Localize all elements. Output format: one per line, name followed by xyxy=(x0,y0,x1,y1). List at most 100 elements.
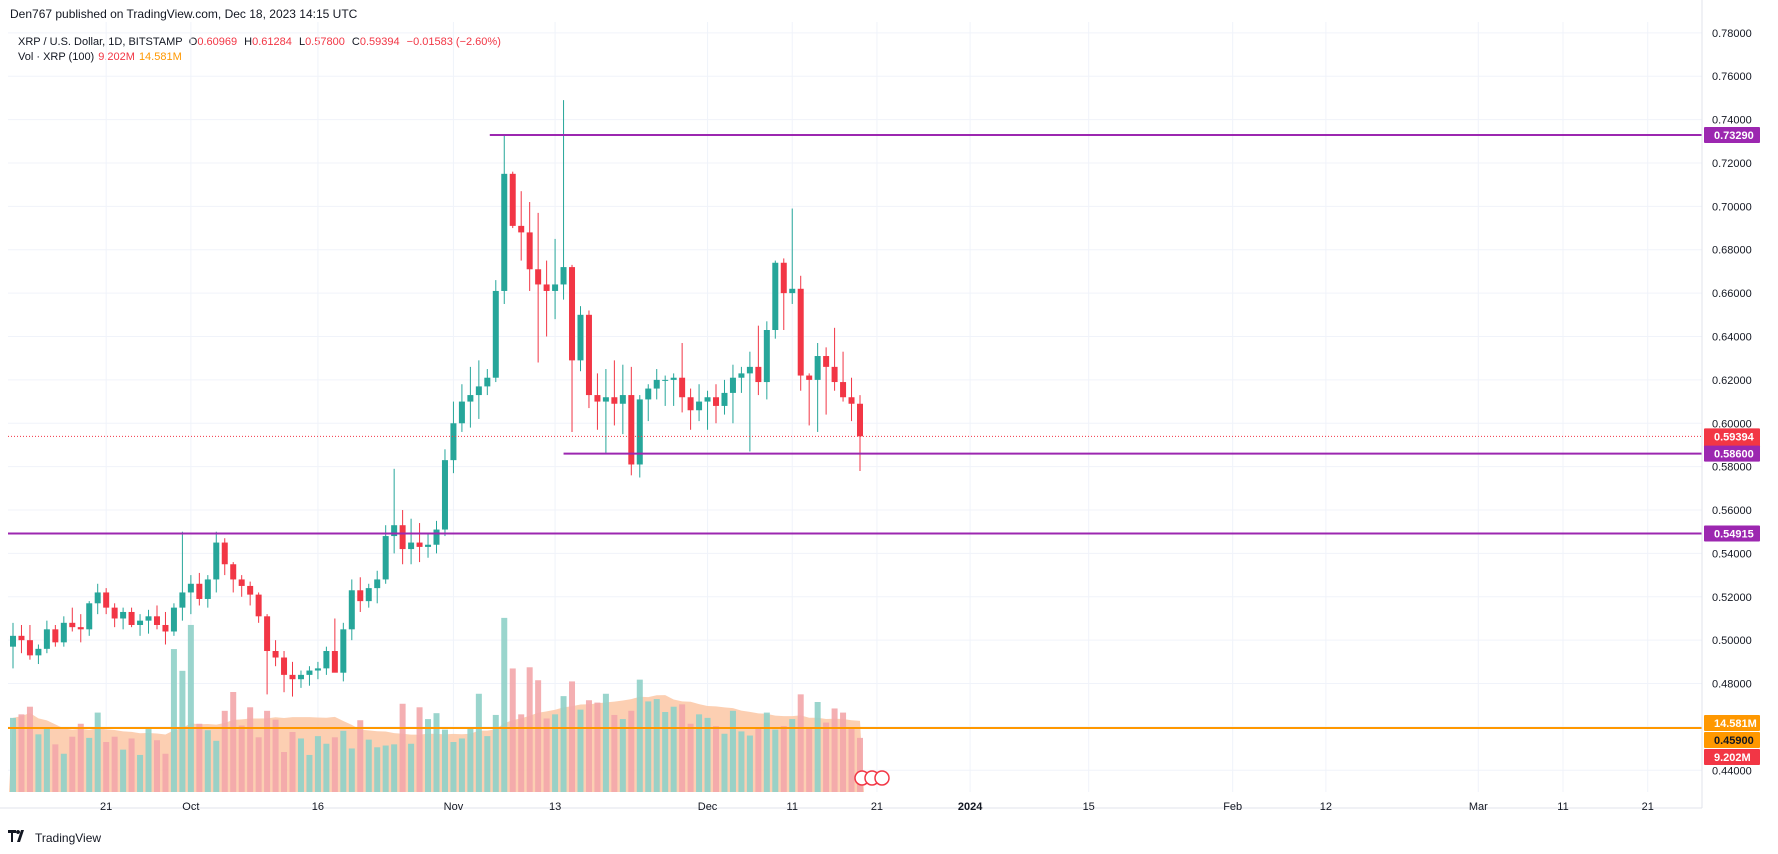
volume-bar xyxy=(645,701,652,792)
volume-bar xyxy=(425,719,432,792)
candle-body xyxy=(611,397,618,404)
volume-bar xyxy=(696,714,703,792)
candle-body xyxy=(323,651,330,669)
price-chart[interactable]: 0.78000 0.76000 0.74000 0.72000 0.70000 0.680… xyxy=(0,0,1778,824)
candle-body xyxy=(331,651,338,673)
symbol-name[interactable]: XRP / U.S. Dollar, 1D, BITSTAMP xyxy=(18,36,183,48)
volume-bar xyxy=(348,748,355,792)
high-value: 0.61284 xyxy=(252,36,292,48)
candle-body xyxy=(221,542,228,565)
candle-body xyxy=(848,397,855,404)
candle-body xyxy=(425,544,432,547)
candle-body xyxy=(535,269,542,285)
candle-body xyxy=(518,225,525,233)
volume-bar xyxy=(687,723,694,792)
volume-bar xyxy=(391,744,398,792)
volume-indicator-name[interactable]: Vol · XRP (100) xyxy=(18,51,95,63)
candle-body xyxy=(272,651,279,658)
volume-bar xyxy=(153,740,160,792)
time-tick-label: 11 xyxy=(787,801,798,813)
volume-bar xyxy=(374,747,381,792)
volume-bar xyxy=(255,737,262,792)
candle-body xyxy=(348,590,355,630)
candle-body xyxy=(704,397,711,402)
candle-body xyxy=(77,627,84,630)
price-tick-label: 0.52000 xyxy=(1712,592,1752,604)
candle-body xyxy=(484,377,491,387)
volume-bar xyxy=(331,737,338,792)
candle-body xyxy=(391,525,398,537)
volume-bar xyxy=(509,668,516,792)
candle-body xyxy=(789,288,796,294)
candle-body xyxy=(687,397,694,411)
volume-bar xyxy=(755,728,762,792)
candle-body xyxy=(137,620,144,625)
candle-body xyxy=(552,284,559,291)
candle-body xyxy=(264,616,271,652)
volume-bar xyxy=(560,696,567,792)
time-tick-label: Nov xyxy=(444,801,464,813)
volume-bar xyxy=(111,736,118,792)
candle-body xyxy=(840,382,847,398)
candle-body xyxy=(543,284,550,291)
level-0-58600-label: 0.58600 xyxy=(1714,449,1754,461)
candle-body xyxy=(187,583,194,593)
candle-body xyxy=(857,403,863,437)
candle-body xyxy=(314,668,321,671)
volume-bar xyxy=(585,700,592,792)
level-0-54915-tag xyxy=(1704,525,1760,542)
volume-value: 9.202M xyxy=(98,51,135,63)
candle-body xyxy=(297,674,304,680)
volume-bar xyxy=(797,694,804,792)
volume-bar xyxy=(103,742,110,792)
volume-bar xyxy=(458,738,465,792)
candle-body xyxy=(26,640,33,656)
candle-body xyxy=(746,366,753,374)
volume-bar xyxy=(441,729,448,792)
candle-body xyxy=(645,388,652,400)
candle-body xyxy=(602,397,609,402)
footer-brand[interactable]: TradingView xyxy=(35,830,102,845)
volume-bar xyxy=(297,738,304,792)
volume-bar xyxy=(128,738,135,792)
candle-body xyxy=(585,314,592,396)
volume-bar xyxy=(594,702,601,792)
candle-body xyxy=(772,262,779,330)
candle-body xyxy=(255,594,262,617)
last-price-label: 0.59394 xyxy=(1714,431,1755,443)
candle-body xyxy=(441,460,448,530)
time-tick-label: 15 xyxy=(1083,801,1095,813)
volume-bar xyxy=(94,712,101,792)
volume-last-value-tag xyxy=(1704,749,1760,765)
time-tick-label: 21 xyxy=(871,801,883,813)
volume-bar xyxy=(289,732,296,792)
candle-body xyxy=(831,366,838,383)
volume-bar xyxy=(450,742,457,792)
volume-bar xyxy=(467,728,474,792)
candle-body xyxy=(357,590,364,602)
volume-bar xyxy=(823,722,830,792)
close-label: C xyxy=(351,36,360,48)
volume-bar xyxy=(492,714,499,792)
volume-bar xyxy=(848,727,855,792)
candle-body xyxy=(679,377,686,398)
candle-body xyxy=(340,629,347,673)
candle-body xyxy=(111,607,118,619)
candle-body xyxy=(450,423,457,461)
volume-bar xyxy=(77,723,84,792)
volume-bar xyxy=(60,753,67,792)
candle-body xyxy=(120,611,127,619)
candle-body xyxy=(729,377,736,393)
volume-bar xyxy=(780,726,787,792)
economic-event-flag-icon xyxy=(874,770,890,786)
price-tick-label: 0.44000 xyxy=(1712,765,1752,777)
volume-bar xyxy=(789,719,796,792)
volume-bar xyxy=(86,737,93,792)
volume-bar xyxy=(416,707,423,792)
volume-bar xyxy=(247,707,254,792)
candle-body xyxy=(416,542,423,547)
volume-bar xyxy=(670,706,677,792)
candle-body xyxy=(365,588,372,602)
volume-bar xyxy=(704,717,711,792)
tradingview-logo-icon[interactable] xyxy=(8,830,30,845)
